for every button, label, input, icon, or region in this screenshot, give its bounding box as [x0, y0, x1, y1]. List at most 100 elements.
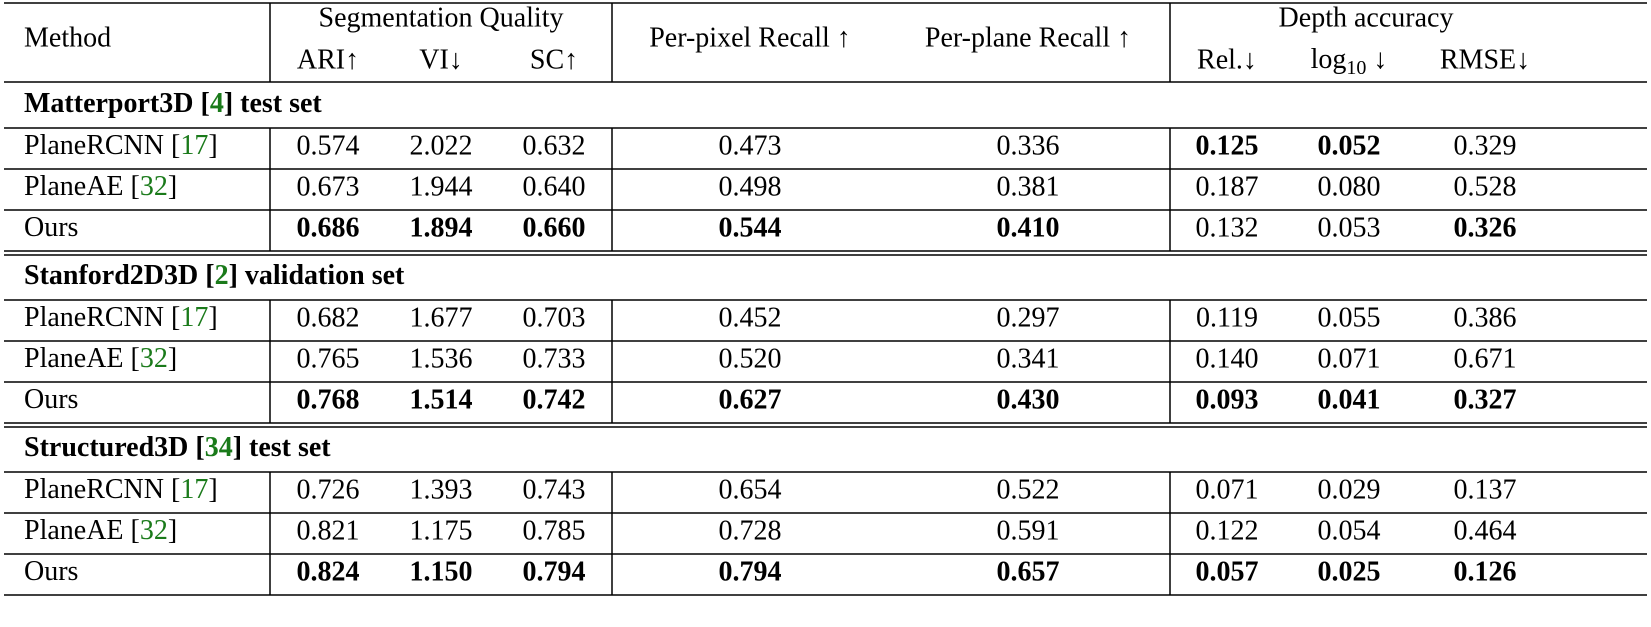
value-cell: 0.821 — [297, 515, 360, 546]
value-cell: 0.410 — [997, 212, 1060, 243]
header-cell: RMSE↓ — [1440, 44, 1530, 75]
value-cell: 0.080 — [1318, 171, 1381, 202]
value-cell: 0.520 — [719, 343, 782, 374]
text: PlaneAE [ — [24, 515, 140, 546]
header-text: ↓ — [1366, 44, 1387, 75]
value-cell: 0.119 — [1196, 302, 1258, 333]
value-cell: 0.703 — [523, 302, 586, 333]
value-cell: 0.386 — [1454, 302, 1517, 333]
value-cell: 0.297 — [997, 302, 1060, 333]
header-cell: Rel.↓ — [1197, 44, 1257, 75]
value-cell: 0.743 — [523, 474, 586, 505]
method-cell: Ours — [24, 556, 78, 587]
value-cell: 0.522 — [997, 474, 1060, 505]
method-cell: Ours — [24, 384, 78, 415]
header-cell: log10 ↓ — [1311, 44, 1388, 78]
value-cell: 0.785 — [523, 515, 586, 546]
value-cell: 1.150 — [410, 556, 473, 587]
text: Ours — [24, 384, 78, 415]
text: ] — [168, 171, 177, 202]
value-cell: 0.029 — [1318, 474, 1381, 505]
value-cell: 0.660 — [523, 212, 586, 243]
text: Matterport3D [ — [24, 88, 210, 119]
method-cell: PlaneRCNN [17] — [24, 474, 218, 505]
value-cell: 0.654 — [719, 474, 782, 505]
value-cell: 0.657 — [997, 556, 1060, 587]
value-cell: 0.329 — [1454, 130, 1517, 161]
value-cell: 0.473 — [719, 130, 782, 161]
section-title: Structured3D [34] test set — [24, 432, 331, 463]
method-cell: PlaneAE [32] — [24, 171, 177, 202]
value-cell: 1.536 — [410, 343, 473, 374]
header-text: log — [1311, 44, 1347, 75]
value-cell: 0.627 — [719, 384, 782, 415]
value-cell: 0.430 — [997, 384, 1060, 415]
text: Ours — [24, 556, 78, 587]
header-group: Segmentation Quality — [319, 2, 564, 33]
value-cell: 0.794 — [719, 556, 782, 587]
header-cell: ARI↑ — [297, 44, 359, 75]
value-cell: 0.071 — [1196, 474, 1259, 505]
value-cell: 1.944 — [410, 171, 473, 202]
method-cell: PlaneAE [32] — [24, 515, 177, 546]
section-title: Stanford2D3D [2] validation set — [24, 260, 405, 291]
method-cell: Ours — [24, 212, 78, 243]
value-cell: 0.742 — [523, 384, 586, 415]
value-cell: 0.341 — [997, 343, 1060, 374]
value-cell: 1.894 — [410, 212, 473, 243]
value-cell: 0.041 — [1318, 384, 1381, 415]
text: ] test set — [233, 432, 332, 463]
value-cell: 1.514 — [410, 384, 473, 415]
value-cell: 0.137 — [1454, 474, 1517, 505]
value-cell: 0.794 — [523, 556, 586, 587]
value-cell: 0.574 — [297, 130, 360, 161]
value-cell: 0.125 — [1196, 130, 1259, 161]
header-cell: VI↓ — [419, 44, 463, 75]
value-cell: 0.052 — [1318, 130, 1381, 161]
value-cell: 0.824 — [297, 556, 360, 587]
header-cell: Per-pixel Recall ↑ — [649, 22, 851, 53]
value-cell: 0.452 — [719, 302, 782, 333]
value-cell: 0.464 — [1454, 515, 1517, 546]
value-cell: 0.054 — [1318, 515, 1381, 546]
header-cell: Per-plane Recall ↑ — [925, 22, 1131, 53]
citation: 17 — [180, 130, 208, 161]
value-cell: 0.326 — [1454, 212, 1517, 243]
text: ] validation set — [229, 260, 405, 291]
text: ] — [208, 474, 217, 505]
value-cell: 0.336 — [997, 130, 1060, 161]
text: ] — [208, 130, 217, 161]
citation: 17 — [180, 474, 208, 505]
header-cell: Method — [24, 22, 111, 53]
value-cell: 0.071 — [1318, 343, 1381, 374]
text: PlaneRCNN [ — [24, 474, 180, 505]
value-cell: 0.126 — [1454, 556, 1517, 587]
text: Ours — [24, 212, 78, 243]
text: ] — [168, 343, 177, 374]
method-cell: PlaneRCNN [17] — [24, 302, 218, 333]
header-group: Depth accuracy — [1279, 2, 1454, 33]
value-cell: 0.765 — [297, 343, 360, 374]
citation: 32 — [140, 515, 168, 546]
value-cell: 0.122 — [1196, 515, 1259, 546]
value-cell: 1.393 — [410, 474, 473, 505]
value-cell: 0.632 — [523, 130, 586, 161]
value-cell: 0.498 — [719, 171, 782, 202]
citation: 34 — [205, 432, 233, 463]
value-cell: 0.671 — [1454, 343, 1517, 374]
text: ] — [168, 515, 177, 546]
value-cell: 0.733 — [523, 343, 586, 374]
value-cell: 0.057 — [1196, 556, 1259, 587]
text: ] — [208, 302, 217, 333]
citation: 4 — [210, 88, 224, 119]
value-cell: 0.381 — [997, 171, 1060, 202]
value-cell: 0.053 — [1318, 212, 1381, 243]
method-cell: PlaneAE [32] — [24, 343, 177, 374]
value-cell: 0.093 — [1196, 384, 1259, 415]
value-cell: 0.187 — [1196, 171, 1259, 202]
value-cell: 1.175 — [410, 515, 473, 546]
citation: 32 — [140, 171, 168, 202]
value-cell: 1.677 — [410, 302, 473, 333]
value-cell: 0.528 — [1454, 171, 1517, 202]
text: PlaneRCNN [ — [24, 130, 180, 161]
